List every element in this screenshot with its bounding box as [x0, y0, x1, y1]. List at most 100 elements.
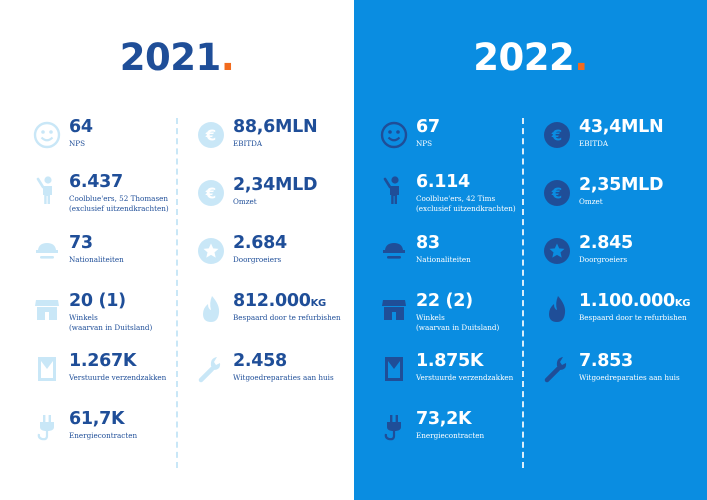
stat-label: Nationaliteiten	[416, 255, 471, 265]
stat-value: 73	[69, 233, 93, 253]
stat-label-line: NPS	[69, 139, 86, 148]
stat-label-line: (waarvan in Duitsland)	[416, 323, 500, 332]
stat-value: 61,7K	[69, 409, 125, 429]
stat-label-line: Verstuurde verzendzakken	[69, 373, 167, 382]
stat-label-line: NPS	[416, 139, 433, 148]
wrench-icon	[543, 354, 571, 384]
svg-text:€: €	[205, 127, 216, 145]
flame-icon	[543, 294, 571, 324]
stat-value-number: 2.458	[233, 351, 287, 371]
stat-value-number: 2.845	[579, 233, 633, 253]
stat-label: Doorgroeiers	[579, 255, 627, 265]
stat-label: Energiecontracten	[69, 431, 137, 441]
panel-2022: 2022. 67 NPS 6.114 Coolblue'ers, 42 Tims…	[354, 0, 707, 500]
wrench-icon	[197, 354, 225, 384]
store-icon	[33, 294, 61, 324]
stat-label: NPS	[69, 139, 85, 149]
stat-value: 73,2K	[416, 409, 472, 429]
person-icon	[33, 175, 61, 205]
stat-value: 1.267K	[69, 351, 137, 371]
stat-label-line: Omzet	[579, 197, 603, 206]
stat-value: 2,34MLD	[233, 175, 317, 195]
stat-label-line: Winkels	[416, 313, 445, 322]
smiley-icon	[33, 120, 61, 150]
svg-text:€: €	[205, 185, 216, 203]
stat-value: 7.853	[579, 351, 633, 371]
year-number: 2021	[119, 36, 221, 79]
stat-value: 67	[416, 117, 440, 137]
stat-value-number: 2,35MLD	[579, 175, 664, 195]
stat-label-line: (exclusief uitzendkrachten)	[69, 204, 169, 213]
smiley-icon	[380, 120, 408, 150]
stat-label-line: Nationaliteiten	[416, 255, 471, 264]
stat-value-unit: KG	[310, 298, 327, 309]
stat-value: 812.000KG	[233, 291, 326, 311]
plug-icon	[33, 412, 61, 442]
euro-icon: €	[543, 120, 571, 150]
stat-value: 2.458	[233, 351, 287, 371]
stat-value: 88,6MLN	[233, 117, 318, 137]
stat-value: 6.437	[69, 172, 123, 192]
stat-label-line: Energiecontracten	[416, 431, 485, 440]
star-icon	[197, 236, 225, 266]
stat-label: NPS	[416, 139, 432, 149]
stat-label: Witgoedreparaties aan huis	[579, 373, 680, 383]
stat-value: 6.114	[416, 172, 470, 192]
stat-value: 64	[69, 117, 93, 137]
stat-value-number: 43,4MLN	[579, 117, 664, 137]
stat-label: Bespaard door te refurbishen	[579, 313, 687, 323]
stat-label-line: (exclusief uitzendkrachten)	[416, 204, 516, 213]
stat-value: 43,4MLN	[579, 117, 664, 137]
stat-label: Verstuurde verzendzakken	[416, 373, 513, 383]
car-icon	[33, 236, 61, 266]
stat-label-line: Coolblue'ers, 52 Thomasen	[69, 194, 169, 203]
stat-value-unit: KG	[674, 298, 691, 309]
stat-value-number: 88,6MLN	[233, 117, 318, 137]
stat-label: Winkels (waarvan in Duitsland)	[69, 313, 152, 333]
euro-icon: €	[543, 178, 571, 208]
stat-label: Verstuurde verzendzakken	[69, 373, 166, 383]
stat-label-line: Doorgroeiers	[233, 255, 282, 264]
stat-label: Omzet	[579, 197, 603, 207]
stat-label-line: EBITDA	[233, 139, 263, 148]
stat-value: 20 (1)	[69, 291, 126, 311]
stat-label: EBITDA	[233, 139, 262, 149]
stat-label: Coolblue'ers, 52 Thomasen (exclusief uitz…	[69, 194, 169, 214]
stat-label-line: (waarvan in Duitsland)	[69, 323, 153, 332]
stat-value-number: 2.684	[233, 233, 287, 253]
year-heading: 2022.	[354, 36, 707, 79]
stat-label-line: Omzet	[233, 197, 257, 206]
stat-value-number: 7.853	[579, 351, 633, 371]
stat-label: Winkels (waarvan in Duitsland)	[416, 313, 499, 333]
stat-label: Nationaliteiten	[69, 255, 124, 265]
flame-icon	[197, 294, 225, 324]
stat-label: Doorgroeiers	[233, 255, 281, 265]
stat-label-line: Coolblue'ers, 42 Tims	[416, 194, 496, 203]
panel-2021: 2021. 64 NPS 6.437 Coolblue'ers, 52 Thom…	[0, 36, 354, 468]
stat-label-line: Witgoedreparaties aan huis	[579, 373, 680, 382]
bag-icon	[380, 354, 408, 384]
stat-label-line: Verstuurde verzendzakken	[416, 373, 514, 382]
year-heading: 2021.	[0, 36, 354, 79]
bag-icon	[33, 354, 61, 384]
stat-value: 1.875K	[416, 351, 484, 371]
stat-label: Energiecontracten	[416, 431, 484, 441]
star-icon	[543, 236, 571, 266]
euro-icon: €	[197, 120, 225, 150]
stat-label-line: Bespaard door te refurbishen	[233, 313, 341, 322]
stat-label: EBITDA	[579, 139, 608, 149]
stat-label-line: Doorgroeiers	[579, 255, 628, 264]
stat-value: 83	[416, 233, 440, 253]
stat-value: 22 (2)	[416, 291, 473, 311]
stat-label: Witgoedreparaties aan huis	[233, 373, 334, 383]
svg-text:€: €	[551, 127, 562, 145]
year-dot: .	[574, 36, 588, 79]
year-number: 2022	[473, 36, 575, 79]
stat-label: Coolblue'ers, 42 Tims (exclusief uitzendk…	[416, 194, 516, 214]
stat-value: 2.684	[233, 233, 287, 253]
car-icon	[380, 236, 408, 266]
person-icon	[380, 175, 408, 205]
stat-value-number: 812.000	[233, 291, 311, 311]
store-icon	[380, 294, 408, 324]
plug-icon	[380, 412, 408, 442]
